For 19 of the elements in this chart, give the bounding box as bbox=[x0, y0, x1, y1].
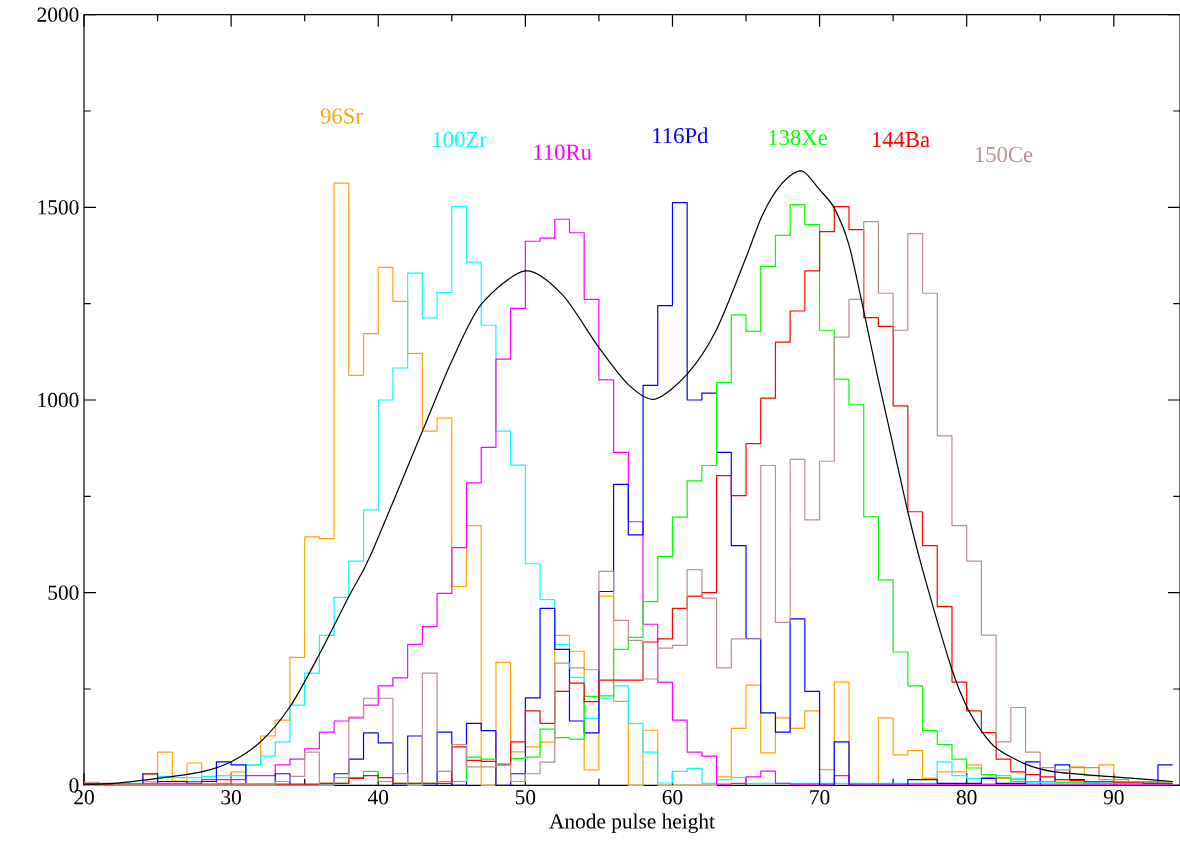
text: 110Ru bbox=[534, 144, 592, 160]
text: 138Xe bbox=[769, 129, 827, 146]
text: 96Sr bbox=[320, 108, 363, 124]
y-tick-label: 1500 bbox=[38, 200, 79, 215]
x-tick-label: 60 bbox=[662, 790, 683, 805]
x-tick-label: 30 bbox=[221, 790, 241, 805]
x-tick-label: 80 bbox=[956, 790, 977, 805]
x-tick-label: 90 bbox=[1103, 790, 1124, 805]
y-tick-label: 2000 bbox=[37, 7, 79, 22]
x-tick-label: 50 bbox=[515, 790, 536, 805]
y-tick-label: 1000 bbox=[38, 392, 79, 408]
x-tick-label: 70 bbox=[810, 790, 830, 805]
text: 144Ba bbox=[872, 131, 930, 148]
x-axis-title: Anode pulse height bbox=[549, 813, 715, 833]
text: 100Zr bbox=[433, 131, 487, 148]
x-tick-label: 40 bbox=[367, 790, 389, 805]
text: 150Ce bbox=[975, 146, 1033, 163]
y-tick-label: 500 bbox=[48, 585, 79, 600]
text: 116Pd bbox=[653, 127, 709, 144]
